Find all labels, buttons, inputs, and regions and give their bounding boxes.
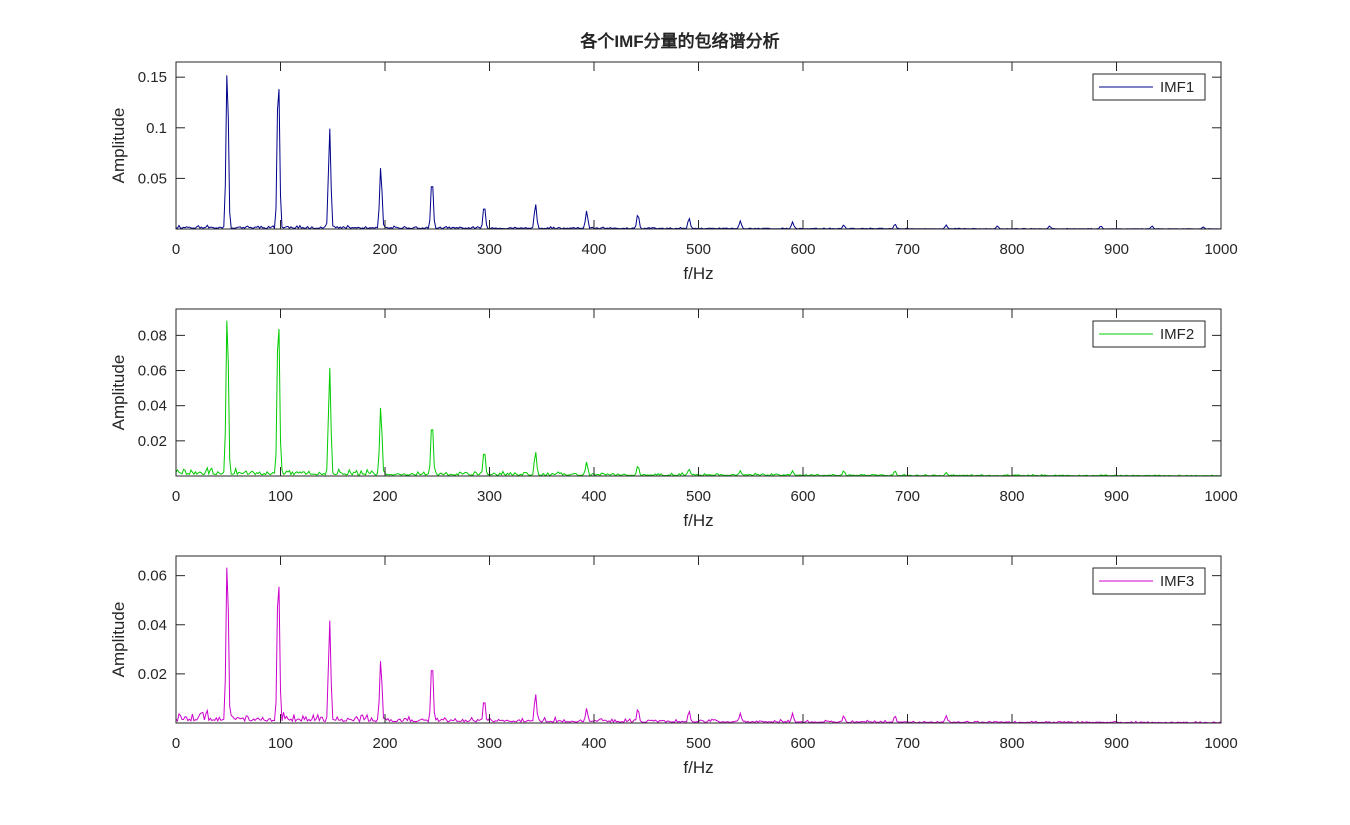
y-tick-label: 0.06 — [138, 568, 167, 585]
y-tick-label: 0.02 — [138, 433, 167, 450]
x-tick-label: 200 — [372, 488, 397, 505]
x-tick-label: 200 — [372, 735, 397, 752]
y-tick-label: 0.1 — [146, 120, 167, 137]
x-axis-label: f/Hz — [683, 264, 713, 283]
series-line-imf1 — [176, 75, 1221, 229]
x-tick-label: 800 — [999, 735, 1024, 752]
x-tick-label: 300 — [477, 735, 502, 752]
x-tick-label: 400 — [581, 735, 606, 752]
x-tick-label: 700 — [895, 735, 920, 752]
x-tick-label: 500 — [686, 735, 711, 752]
plots: 0 100 200 300 400 500 600 700 800 900 10000.050.10… — [109, 61, 1238, 777]
legend: IMF2 — [1092, 320, 1206, 348]
axes-box — [175, 61, 1222, 230]
x-tick-label: 700 — [895, 241, 920, 258]
x-axis-label: f/Hz — [683, 511, 713, 530]
x-tick-label: 0 — [172, 488, 180, 505]
y-tick-label: 0.06 — [138, 363, 167, 380]
x-tick-label: 200 — [372, 241, 397, 258]
y-axis-label: Amplitude — [109, 602, 128, 678]
x-tick-label: 800 — [999, 241, 1024, 258]
x-axis-label: f/Hz — [683, 758, 713, 777]
x-tick-label: 800 — [999, 488, 1024, 505]
series-line-imf2 — [176, 320, 1221, 476]
x-tick-label: 900 — [1104, 488, 1129, 505]
x-tick-label: 1000 — [1204, 488, 1237, 505]
x-tick-label: 1000 — [1204, 241, 1237, 258]
legend-label: IMF1 — [1160, 79, 1194, 96]
y-tick-label: 0.08 — [138, 327, 167, 344]
x-tick-label: 400 — [581, 241, 606, 258]
x-tick-label: 100 — [268, 735, 293, 752]
x-tick-label: 0 — [172, 241, 180, 258]
x-tick-label: 300 — [477, 488, 502, 505]
x-tick-label: 900 — [1104, 735, 1129, 752]
axes-box — [175, 555, 1222, 724]
x-tick-label: 900 — [1104, 241, 1129, 258]
legend-label: IMF3 — [1160, 573, 1194, 590]
x-tick-label: 500 — [686, 488, 711, 505]
legend: IMF3 — [1092, 567, 1206, 595]
subplot-1: 0 100 200 300 400 500 600 700 800 900 1000 0.05 0.1 0… — [109, 61, 1238, 283]
figure-title: 各个IMF分量的包络谱分析 — [579, 31, 779, 51]
x-tick-label: 100 — [268, 241, 293, 258]
y-tick-label: 0.04 — [138, 398, 167, 415]
x-tick-label: 600 — [790, 241, 815, 258]
y-tick-label: 0.04 — [138, 617, 167, 634]
legend: IMF1 — [1092, 73, 1206, 101]
x-tick-label: 600 — [790, 488, 815, 505]
series-line-imf3 — [176, 567, 1221, 723]
y-tick-label: 0.05 — [138, 170, 167, 187]
subplot-2: 0 100 200 300 400 500 600 700 800 900 1000 0.02 0.04… — [109, 308, 1238, 530]
x-tick-label: 500 — [686, 241, 711, 258]
x-tick-label: 100 — [268, 488, 293, 505]
y-tick-label: 0.02 — [138, 666, 167, 683]
y-axis-label: Amplitude — [109, 108, 128, 184]
x-tick-label: 0 — [172, 735, 180, 752]
legend-label: IMF2 — [1160, 326, 1194, 343]
y-tick-label: 0.15 — [138, 69, 167, 86]
axes-box — [175, 308, 1222, 477]
y-axis-label: Amplitude — [109, 355, 128, 431]
x-tick-label: 1000 — [1204, 735, 1237, 752]
x-tick-label: 600 — [790, 735, 815, 752]
x-tick-label: 700 — [895, 488, 920, 505]
x-tick-label: 400 — [581, 488, 606, 505]
subplot-3: 0 100 200 300 400 500 600 700 800 900 1000 0.02 0.04… — [109, 555, 1238, 777]
x-tick-label: 300 — [477, 241, 502, 258]
